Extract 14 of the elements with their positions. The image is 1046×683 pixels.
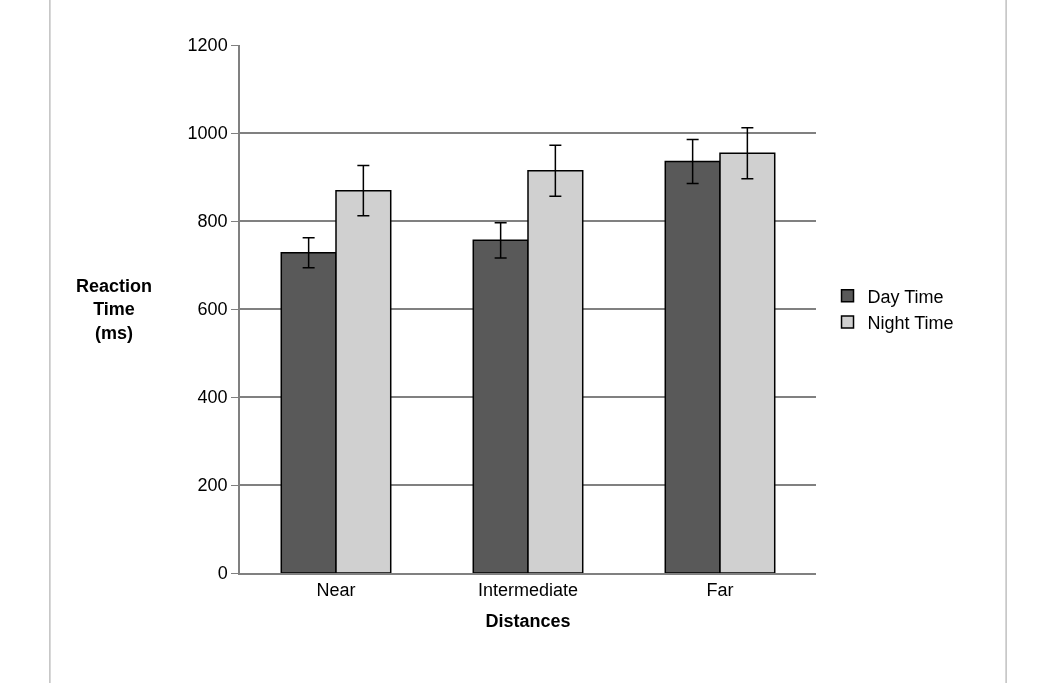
y-tick-label: 200 [197, 475, 228, 496]
y-tick-label: 800 [197, 211, 228, 232]
legend-label: Night Time [867, 313, 954, 334]
x-axis-title: Distances [485, 610, 571, 631]
y-tick-label: 400 [197, 387, 228, 408]
legend-label: Day Time [867, 286, 944, 307]
x-tick-label: Intermediate [477, 580, 579, 601]
y-tick-label: 1200 [187, 35, 228, 56]
y-tick-label: 0 [217, 563, 228, 584]
y-tick-label: 600 [197, 299, 228, 320]
y-axis-title: Reaction Time (ms) [76, 276, 153, 343]
y-tick-label: 1000 [187, 123, 228, 144]
x-tick-label: Near [316, 580, 356, 601]
x-tick-label: Far [706, 580, 734, 601]
